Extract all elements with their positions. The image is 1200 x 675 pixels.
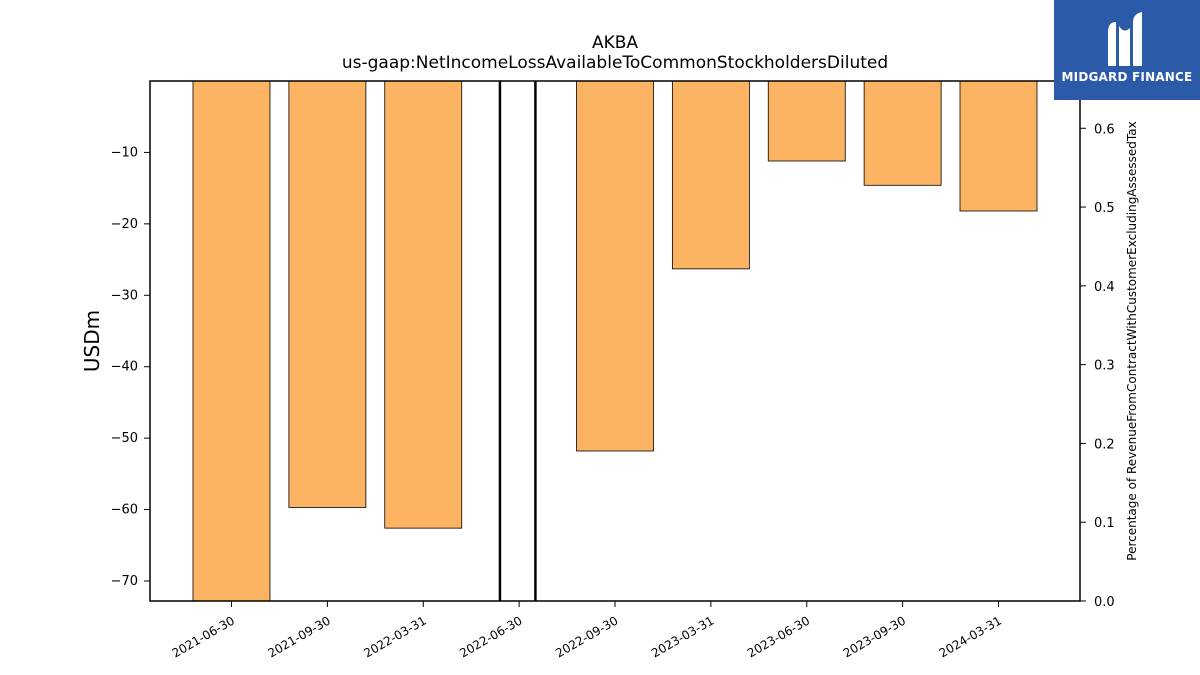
midgard-finance-logo: MIDGARD FINANCE [1054,0,1200,100]
y-tick-label: −30 [111,288,138,303]
separator-lines [498,81,537,601]
bar-2023-09-30 [863,80,942,186]
y2-axis-label: Percentage of RevenueFromContractWithCus… [1125,121,1139,560]
y-axis-label: USDm [80,310,104,372]
bars-group [192,80,1038,602]
y2-tick-label: 0.4 [1094,280,1115,295]
y-axis-right: 0.0 0.1 0.2 0.3 0.4 0.5 0.6 [1080,122,1115,610]
x-tick-label: 2022-09-30 [553,613,620,660]
chart-title: AKBA [592,33,638,53]
x-tick-label: 2023-03-31 [649,613,716,660]
logo-mark-icon [1108,12,1142,66]
bar-2022-09-30 [576,80,654,452]
chart-subtitle: us-gaap:NetIncomeLossAvailableToCommonSt… [342,53,888,73]
bar-2021-09-30 [288,80,367,508]
x-tick-label: 2021-06-30 [170,613,237,660]
x-tick-label: 2023-06-30 [745,613,812,660]
x-tick-label: 2024-03-31 [937,613,1004,660]
y-axis-left: −10 −20 −30 −40 −50 −60 −70 [111,145,150,589]
y2-tick-label: 0.1 [1094,516,1115,531]
bar-2024-03-31 [959,80,1038,212]
y-tick-label: −70 [111,574,138,589]
x-axis: 2021-06-30 2021-09-30 2022-03-31 2022-06-30… [170,601,1004,660]
x-tick-label: 2022-06-30 [457,613,524,660]
y2-tick-label: 0.3 [1094,359,1115,374]
x-tick-label: 2022-03-31 [361,613,428,660]
y-tick-label: −10 [111,145,138,160]
bar-2023-06-30 [767,80,846,162]
y2-tick-label: 0.5 [1094,201,1115,216]
bar-2022-03-31 [384,80,463,529]
logo-text: MIDGARD FINANCE [1061,70,1193,84]
y2-tick-label: 0.2 [1094,437,1115,452]
y2-tick-label: 0.0 [1094,595,1115,610]
y2-tick-label: 0.6 [1094,122,1115,137]
bar-2023-03-31 [671,80,750,270]
x-tick-label: 2021-09-30 [265,613,332,660]
y-tick-label: −20 [111,217,138,232]
bar-2021-06-30 [192,80,271,602]
y-tick-label: −40 [111,360,138,375]
x-tick-label: 2023-09-30 [841,613,908,660]
y-tick-label: −60 [111,503,138,518]
y-tick-label: −50 [111,431,138,446]
